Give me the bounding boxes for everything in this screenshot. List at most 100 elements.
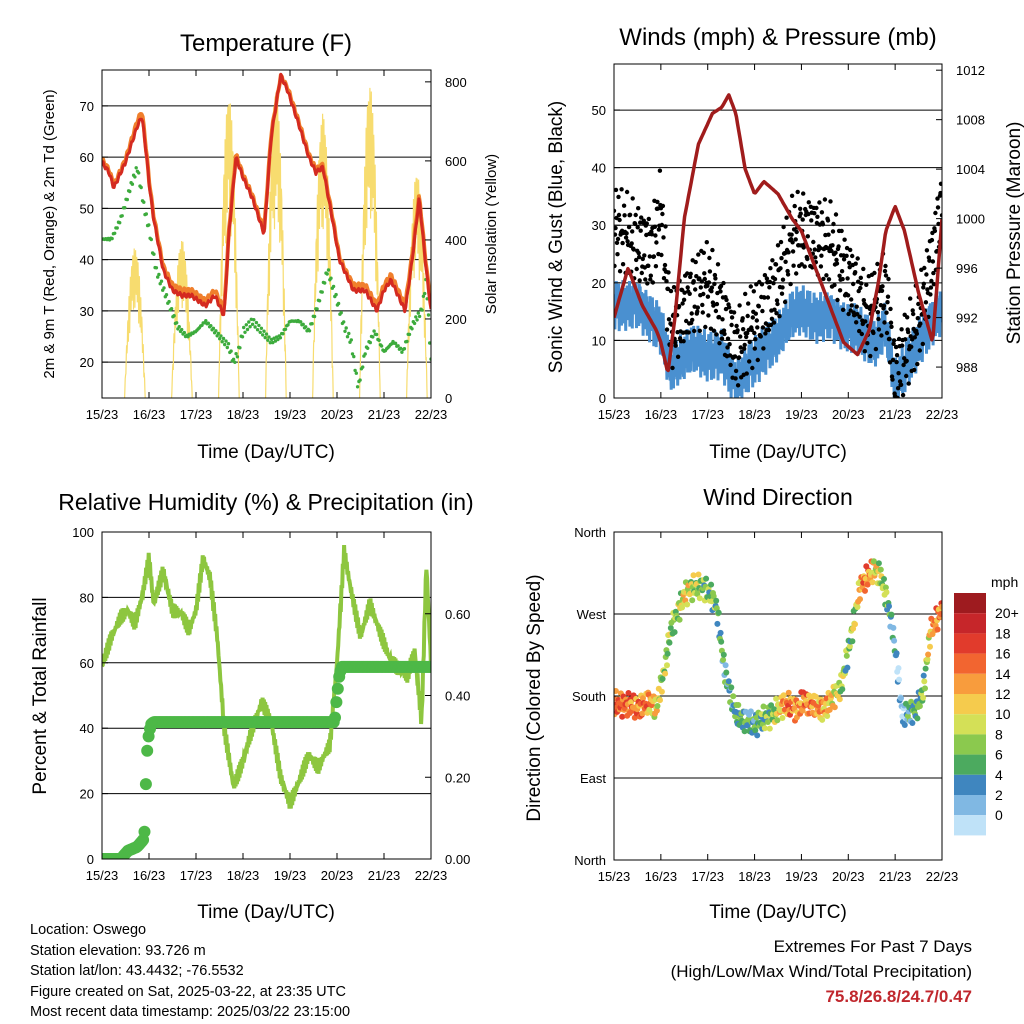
winds-ylabel-left: Sonic Wind & Gust (Blue, Black) [546,101,567,373]
series-gust-point [916,301,921,307]
series-gust-point [633,212,638,218]
series-gust-point [626,224,632,230]
series-gust-point [775,243,781,248]
x-tick-label: 20/23 [832,407,865,422]
colorbar-label: 20+ [995,605,1019,621]
series-td-point [264,332,269,336]
series-gust-point [863,319,868,324]
series-gust-point [660,203,666,209]
series-gust-point [899,327,904,332]
series-gust-point [840,307,846,312]
series-gust-point [709,289,714,294]
series-gust-point [655,199,660,205]
x-tick-label: 18/23 [738,407,771,422]
y-tick-label: South [572,689,606,704]
series-gust-point [824,245,830,251]
series-gust-point [707,255,712,261]
series-td-point [133,175,137,179]
series-direction-point [924,656,931,663]
series-gust-point [858,275,863,280]
series-gust-point [886,276,891,282]
series-gust-point [894,359,899,365]
series-td-point [379,344,384,348]
series-gust-point [614,187,619,193]
series-direction-point [896,676,903,683]
series-gust-point [928,285,934,290]
series-gust-point [772,307,777,312]
series-direction-point [741,728,748,735]
series-gust-point [725,336,731,341]
series-td-point [245,327,250,332]
series-direction-point [862,587,868,594]
series-td-point [304,325,308,329]
series-td-point [307,329,312,333]
series-gust-point [681,339,686,344]
series-direction-point [761,725,768,732]
series-gust-point [815,214,820,219]
series-solar-day [406,177,428,398]
series-direction-point [843,652,850,659]
series-td-point [234,352,238,356]
series-gust-point [651,254,657,259]
colorbar-segment [954,694,986,715]
series-td-point [354,371,358,375]
series-direction-point [664,650,671,657]
series-gust-point [717,341,722,346]
series-gust-point [851,281,856,287]
series-td-point [349,338,353,342]
series-gust-point [624,231,629,236]
series-td-point [252,318,256,322]
y-tick-label: North [574,525,606,540]
series-gust-point [868,353,873,359]
series-gust-point [805,234,810,239]
series-direction-point [679,604,686,611]
series-direction-point [895,665,902,672]
series-td-point [249,317,253,321]
series-td-point [363,352,367,356]
series-gust-point [686,330,691,335]
series-gust-point [931,282,937,287]
series-gust-point [772,276,778,282]
series-direction-point [619,713,626,720]
series-gust-point [825,218,831,223]
series-td-point [339,311,343,315]
series-gust-point [614,263,617,269]
series-gust-point [754,282,759,287]
series-direction-point [870,558,877,565]
series-gust-point [715,262,721,267]
series-gust-point [733,376,738,381]
series-gust-point [615,252,620,257]
winds-axes: 15/23 16/23 17/23 18/23 19/23 20/23 21/23 22/23… [592,63,985,422]
series-gust-point [806,200,811,205]
series-gust-point [824,273,829,278]
series-gust-point [820,222,826,227]
series-direction-point [714,620,721,627]
series-gust-point [812,211,817,216]
series-gust-point [619,187,624,192]
series-gust-point [849,297,854,302]
series-gust-point [912,367,917,373]
series-gust-point [783,259,788,264]
series-direction-point [812,693,819,700]
station-info: Location: Oswego Station elevation: 93.7… [30,920,350,1023]
x-tick-label: 21/23 [879,407,912,422]
series-gust-point [614,232,618,237]
series-direction-point [708,581,715,588]
series-gust-point [714,332,719,337]
series-gust-point [696,252,701,257]
series-gust-point [938,181,942,186]
series-gust-point [777,314,782,319]
series-gust-point [936,221,941,227]
series-gust-point [652,224,658,229]
series-td-point [261,333,265,337]
series-gust-point [765,295,771,300]
series-gust-point [749,327,754,333]
series-gust-point [784,215,789,220]
series-td-point [396,344,400,348]
series-gust-point [641,218,646,223]
series-td-point [342,320,346,324]
series-gust-point [891,341,896,346]
series-gust-point [625,239,630,244]
series-gust-point [780,285,785,290]
series-gust-point [639,215,644,220]
